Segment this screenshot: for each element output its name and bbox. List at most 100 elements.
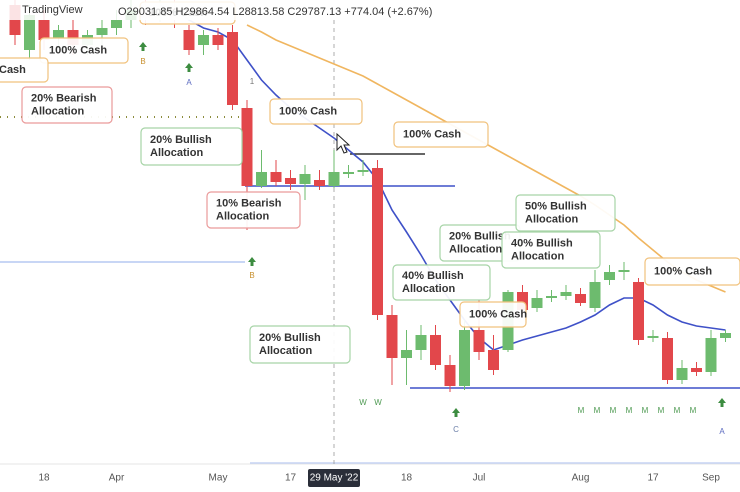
candle-body xyxy=(227,32,238,105)
candle-body xyxy=(560,292,572,296)
signal-arrow xyxy=(718,398,726,407)
signal-label: M xyxy=(674,406,681,415)
candle-body xyxy=(647,336,659,338)
x-tick-label: 17 xyxy=(647,473,659,484)
x-tick-label: 18 xyxy=(401,473,413,484)
candle-body xyxy=(96,28,108,35)
annotation-text: 20% Bullish xyxy=(449,230,511,242)
signal-label: B xyxy=(249,271,254,280)
annotation-box xyxy=(459,301,527,328)
signal-label: M xyxy=(642,406,649,415)
candle-body xyxy=(705,338,717,372)
annotation-text: Allocation xyxy=(511,250,564,262)
candle-body xyxy=(299,174,311,184)
candle-body xyxy=(212,35,224,45)
signal-label: A xyxy=(186,78,192,87)
x-tick-label: Apr xyxy=(109,473,125,484)
signal-label: W xyxy=(359,398,367,407)
ohlc-readout: O29031.85 H29864.54 L28813.58 C29787.13 … xyxy=(118,6,432,18)
candle-body xyxy=(270,172,282,182)
annotation-text: 20% Bullish xyxy=(259,332,321,344)
candle-body xyxy=(24,15,35,50)
annotation-box xyxy=(0,57,49,83)
annotation-box xyxy=(392,264,491,301)
annotation-text: Allocation xyxy=(402,283,455,295)
candle-body xyxy=(618,270,630,272)
candle-body xyxy=(691,368,702,372)
candle-body xyxy=(720,333,731,338)
candle-body xyxy=(401,350,412,358)
x-tick-label: May xyxy=(209,473,228,484)
annotation-text: Allocation xyxy=(525,213,578,225)
annotation-box xyxy=(269,98,363,125)
annotation-text: 100% Cash xyxy=(403,128,461,140)
candle-body xyxy=(53,30,64,38)
candle-body xyxy=(430,335,441,365)
candle-body xyxy=(38,20,50,40)
candle-body xyxy=(575,294,586,303)
signal-label: M xyxy=(690,406,697,415)
signal-label: B xyxy=(140,57,145,66)
candle-body xyxy=(676,368,688,380)
annotation-text: Cash xyxy=(0,64,26,76)
signal-label: A xyxy=(719,427,725,436)
annotation-box xyxy=(21,86,113,124)
candle-body xyxy=(372,168,383,315)
annotation-box xyxy=(39,37,129,64)
candle-body xyxy=(589,282,601,308)
signal-arrow xyxy=(185,63,193,72)
annotation-text: 40% Bullish xyxy=(511,237,573,249)
candle-body xyxy=(285,178,296,184)
annotation-text: Allocation xyxy=(449,243,502,255)
header-bar xyxy=(0,0,740,20)
candle-body xyxy=(111,20,122,28)
annotation-text: 100% Cash xyxy=(279,105,337,117)
annotation-box xyxy=(644,257,740,286)
candle-body xyxy=(357,170,369,172)
candle-body xyxy=(488,350,499,370)
candle-body xyxy=(546,296,557,298)
annotation-box xyxy=(206,191,301,229)
annotation-text: Allocation xyxy=(259,345,312,357)
annotation-box xyxy=(140,127,243,166)
candle-body xyxy=(415,335,427,350)
x-tick-label: 18 xyxy=(38,473,50,484)
candle-body xyxy=(241,108,253,186)
candle-body xyxy=(444,365,456,386)
signal-label: M xyxy=(626,406,633,415)
crosshair-label-bg xyxy=(308,469,360,487)
signal-label: M xyxy=(578,406,585,415)
signal-label: M xyxy=(594,406,601,415)
cursor xyxy=(336,132,351,154)
candle-body xyxy=(531,298,543,308)
x-tick-label: 17 xyxy=(285,473,297,484)
signal-arrow xyxy=(248,257,256,266)
annotation-box xyxy=(249,325,351,364)
annotation-box xyxy=(393,121,489,148)
candle-body xyxy=(198,35,209,45)
signal-label: M xyxy=(658,406,665,415)
x-tick-label: Aug xyxy=(572,473,590,484)
candle-body xyxy=(256,172,267,186)
annotation-text: 20% Bearish xyxy=(31,92,97,104)
signal-label: C xyxy=(453,425,459,434)
annotation-text: Allocation xyxy=(150,147,203,159)
x-tick-label: Jul xyxy=(473,473,486,484)
annotation-text: Allocation xyxy=(216,210,269,222)
annotation-text: 100% Cash xyxy=(469,308,527,320)
candle-body xyxy=(517,292,528,310)
x-tick-label: Sep xyxy=(702,473,720,484)
annotation-text: 50% Bullish xyxy=(525,200,587,212)
signal-label: M xyxy=(610,406,617,415)
signal-label: W xyxy=(374,398,382,407)
x-tick-label: 29 May '22 xyxy=(310,473,359,484)
candle-body xyxy=(386,315,398,358)
candle-body xyxy=(459,330,470,386)
annotation-text: 100% Cash xyxy=(654,265,712,277)
signal-arrow xyxy=(139,42,147,51)
annotation-text: 40% Bullish xyxy=(402,270,464,282)
annotation-box xyxy=(515,194,616,232)
